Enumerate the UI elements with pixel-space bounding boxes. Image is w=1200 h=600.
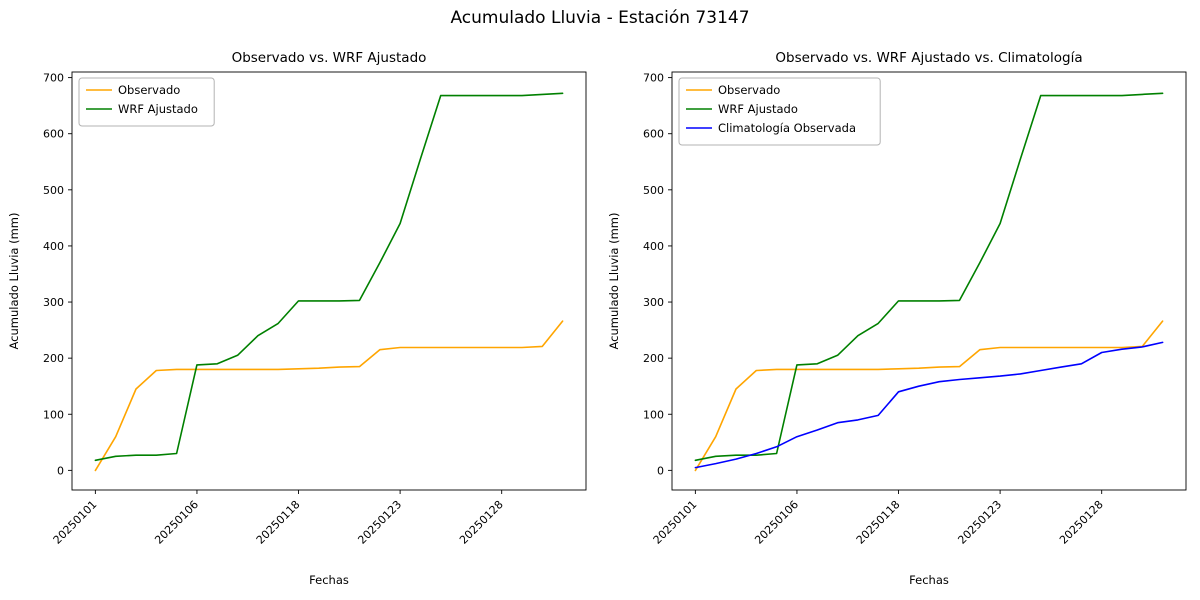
x-tick-label: 20250128 <box>1057 498 1106 547</box>
legend-label: Observado <box>718 83 780 97</box>
legend-label: Climatología Observada <box>718 121 856 135</box>
y-tick-label: 0 <box>57 464 64 477</box>
legend-label: Observado <box>118 83 180 97</box>
y-axis-label: Acumulado Lluvia (mm) <box>7 213 21 350</box>
x-tick-label: 20250101 <box>51 498 100 547</box>
y-tick-label: 200 <box>643 352 664 365</box>
x-tick-label: 20250123 <box>355 498 404 547</box>
x-tick-label: 20250106 <box>152 498 201 547</box>
y-tick-label: 0 <box>657 464 664 477</box>
x-tick-label: 20250123 <box>955 498 1004 547</box>
x-axis-label: Fechas <box>909 573 949 587</box>
series-line-climatolog-a-observada <box>694 341 1164 469</box>
x-tick-label: 20250118 <box>854 498 903 547</box>
x-tick-label: 20250106 <box>752 498 801 547</box>
legend-label: WRF Ajustado <box>718 102 798 116</box>
y-tick-label: 600 <box>643 128 664 141</box>
y-tick-label: 100 <box>643 408 664 421</box>
y-tick-label: 500 <box>643 184 664 197</box>
subplot-observado-vs-wrf-vs-climatologia: Observado vs. WRF Ajustado vs. Climatolo… <box>607 50 1187 587</box>
y-tick-label: 700 <box>43 72 64 85</box>
y-tick-label: 200 <box>43 352 64 365</box>
series-line-wrf-ajustado <box>94 92 564 462</box>
series-line-wrf-ajustado <box>694 92 1164 462</box>
subplot-title: Observado vs. WRF Ajustado vs. Climatolo… <box>775 50 1082 66</box>
y-tick-label: 700 <box>643 72 664 85</box>
legend: Observado WRF Ajustado Climatología Observ… <box>678 77 881 146</box>
y-tick-label: 400 <box>643 240 664 253</box>
y-tick-label: 100 <box>43 408 64 421</box>
y-tick-label: 500 <box>43 184 64 197</box>
y-tick-label: 600 <box>43 128 64 141</box>
figure-title: Acumulado Lluvia - Estación 73147 <box>450 8 750 28</box>
series-line-observado <box>694 320 1164 472</box>
legend-label: WRF Ajustado <box>118 102 198 116</box>
y-tick-label: 300 <box>643 296 664 309</box>
series-line-observado <box>94 320 564 472</box>
y-tick-label: 400 <box>43 240 64 253</box>
x-axis-label: Fechas <box>309 573 349 587</box>
axes-box <box>671 71 1187 491</box>
y-tick-label: 300 <box>43 296 64 309</box>
legend: Observado WRF Ajustado <box>78 77 215 127</box>
x-tick-label: 20250128 <box>457 498 506 547</box>
y-axis-label: Acumulado Lluvia (mm) <box>607 213 621 350</box>
subplot-title: Observado vs. WRF Ajustado <box>232 50 427 66</box>
x-tick-label: 20250101 <box>651 498 700 547</box>
x-tick-label: 20250118 <box>254 498 303 547</box>
subplot-observado-vs-wrf: Observado vs. WRF Ajustado 0 100 200 300 400 5… <box>7 50 587 587</box>
axes-box <box>71 71 587 491</box>
